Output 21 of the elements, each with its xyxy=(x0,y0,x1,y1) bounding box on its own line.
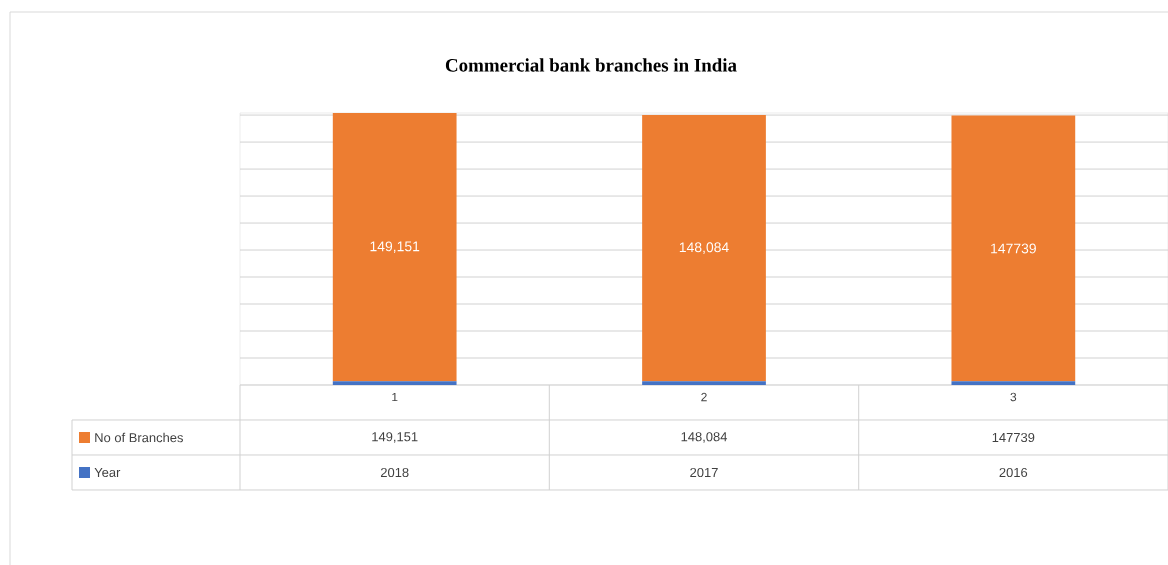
bar xyxy=(642,114,766,382)
bar xyxy=(951,381,1076,385)
x-tick-label: 1 xyxy=(392,392,398,402)
legend-label: No of Branches xyxy=(95,432,183,443)
data-label: 2016 xyxy=(999,467,1028,478)
data-label: 2017 xyxy=(690,467,718,478)
data-label: 149,151 xyxy=(372,432,418,443)
text: 149,151 xyxy=(370,241,420,253)
bar xyxy=(951,115,1076,382)
data-label: 148,084 xyxy=(681,432,728,443)
text: 147739 xyxy=(991,243,1036,254)
x-tick-label: 2 xyxy=(701,392,707,402)
data-label: 147739 xyxy=(992,432,1035,443)
x-tick-label: 3 xyxy=(1010,392,1017,402)
bar xyxy=(332,112,457,382)
legend-label: Year xyxy=(94,467,121,477)
bar xyxy=(332,381,457,385)
data-label: 2018 xyxy=(380,467,409,478)
chart-title: Commercial bank branches in India xyxy=(445,58,737,72)
bar xyxy=(642,381,766,385)
text: 148,084 xyxy=(679,242,729,254)
